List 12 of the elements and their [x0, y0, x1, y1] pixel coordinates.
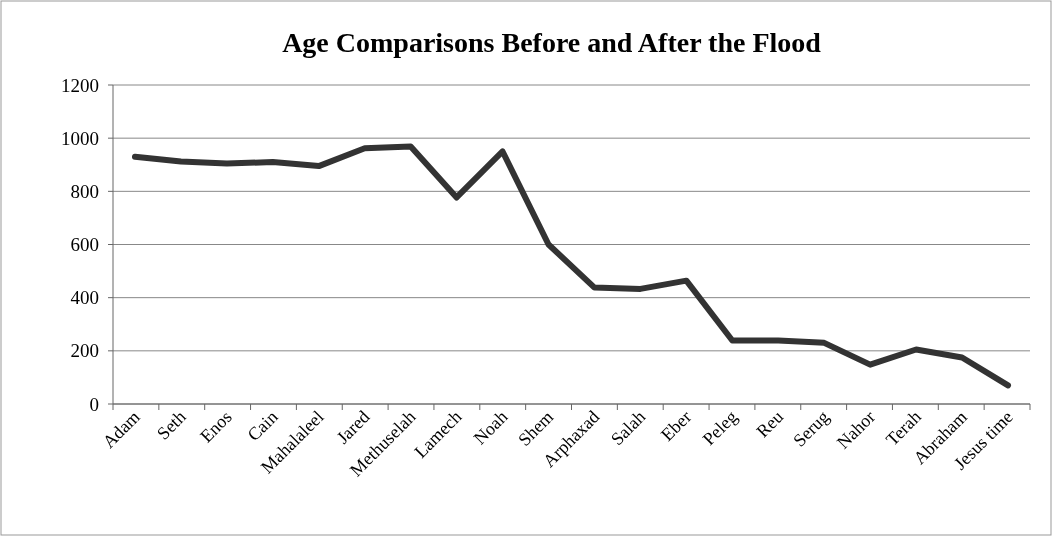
x-tick-label: Reu	[752, 406, 788, 442]
x-tick-label: Seth	[153, 406, 190, 444]
y-tick-label: 800	[70, 180, 99, 202]
x-tick-label: Eber	[657, 406, 696, 445]
y-tick-label: 1000	[61, 127, 99, 149]
chart-title: Age Comparisons Before and After the Flood	[282, 27, 822, 58]
x-tick-label: Enos	[196, 406, 236, 447]
y-tick-label: 1200	[61, 74, 99, 96]
y-tick-label: 200	[70, 340, 99, 362]
y-tick-label: 0	[89, 393, 99, 415]
y-tick-label: 400	[70, 287, 99, 309]
y-tick-label: 600	[70, 234, 99, 256]
